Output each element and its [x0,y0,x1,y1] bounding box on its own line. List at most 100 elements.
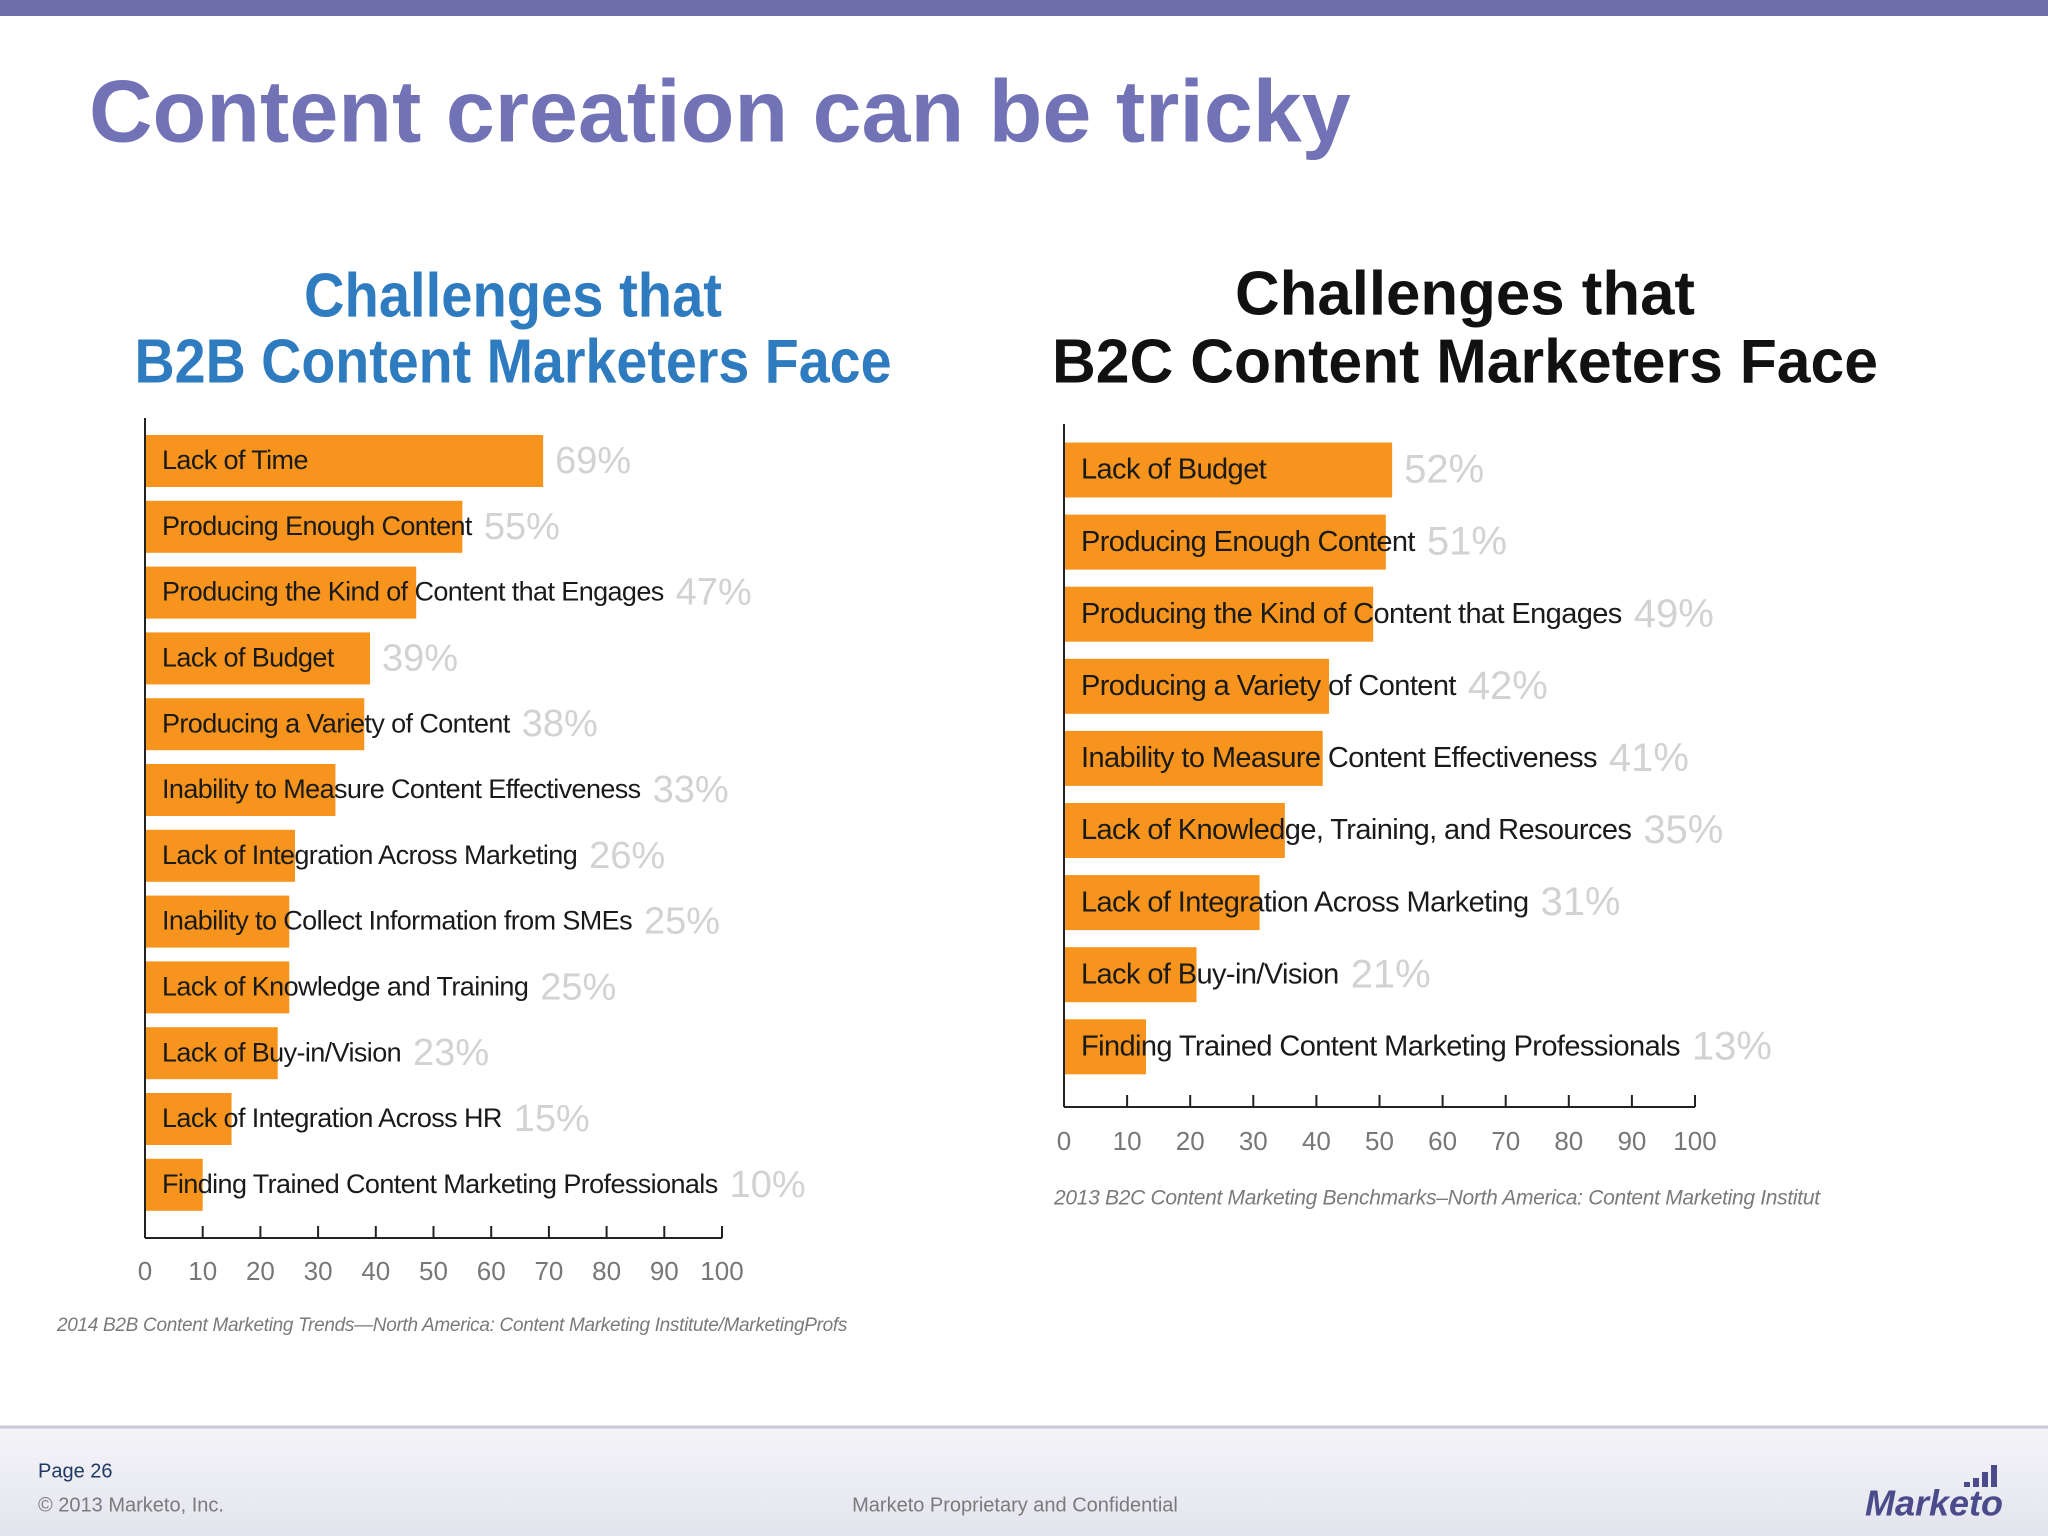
value-label: 23% [413,1032,489,1074]
bar [145,1027,278,1080]
category-label: Lack of Integration Across Marketing [1081,886,1528,918]
x-tick-label: 20 [1176,1126,1205,1156]
x-tick-label: 10 [1113,1126,1142,1156]
bar [1064,1019,1147,1075]
category-label: Lack of Buy-in/Vision [1081,958,1339,990]
value-label: 41% [1609,736,1689,780]
x-tick-label: 80 [592,1256,621,1286]
slide-title: Content creation can be tricky [89,61,1351,160]
logo-icon [1964,1465,1997,1487]
x-tick-label: 50 [1365,1126,1394,1156]
source-note: 2013 B2C Content Marketing Benchmarks–No… [1053,1187,1821,1210]
x-tick-label: 100 [700,1256,743,1286]
x-tick-label: 0 [138,1256,152,1286]
category-label: Lack of Integration Across Marketing [162,840,577,870]
confidential: Marketo Proprietary and Confidential [852,1494,1178,1516]
value-label: 55% [484,506,560,548]
value-label: 35% [1643,808,1723,852]
category-label: Producing a Variety of Content [1081,670,1456,702]
value-label: 69% [555,440,631,482]
bar [145,632,371,685]
value-label: 26% [589,835,665,877]
category-label: Producing the Kind of Content that Engag… [1081,598,1622,630]
x-tick-label: 30 [1239,1126,1268,1156]
category-label: Finding Trained Content Marketing Profes… [162,1169,718,1199]
bar [1064,875,1260,931]
bar [145,1158,203,1211]
bar [145,961,290,1014]
category-label: Producing Enough Content [162,511,473,541]
value-label: 25% [644,901,720,943]
bar [1064,803,1285,858]
chart-title: B2B Content Marketers Face [135,327,892,396]
category-label: Inability to Measure Content Effectivene… [1081,742,1597,774]
x-tick-label: 40 [1302,1126,1331,1156]
value-label: 49% [1634,592,1714,636]
bar [145,895,290,948]
value-label: 42% [1468,664,1548,708]
x-tick-label: 90 [1617,1126,1646,1156]
category-label: Inability to Collect Information from SM… [162,906,632,936]
bar [145,500,463,553]
category-label: Lack of Budget [162,643,335,673]
value-label: 31% [1540,880,1620,924]
bar [1064,586,1374,642]
x-tick-label: 60 [477,1256,506,1286]
category-label: Lack of Integration Across HR [162,1103,502,1133]
category-label: Lack of Budget [1081,454,1267,486]
bar [1064,947,1197,1003]
x-tick-label: 80 [1554,1126,1583,1156]
category-label: Lack of Time [162,445,308,475]
category-label: Finding Trained Content Marketing Profes… [1081,1030,1680,1062]
x-tick-label: 90 [650,1256,679,1286]
bar [145,435,544,487]
value-label: 15% [514,1098,590,1140]
bar [145,1093,232,1145]
value-label: 52% [1404,448,1484,492]
x-tick-label: 70 [1491,1126,1520,1156]
bar [1064,514,1386,570]
category-label: Producing Enough Content [1081,526,1415,558]
value-label: 25% [540,966,616,1008]
bar [145,698,365,751]
x-tick-label: 70 [534,1256,563,1286]
value-label: 51% [1427,520,1507,564]
bar [145,566,417,619]
value-label: 33% [653,769,729,811]
x-tick-label: 60 [1428,1126,1457,1156]
category-label: Lack of Buy-in/Vision [162,1037,401,1067]
chart-title: Challenges that [304,261,722,330]
value-label: 39% [382,637,458,679]
x-tick-label: 40 [361,1256,390,1286]
category-label: Inability to Measure Content Effectivene… [162,774,641,804]
copyright: © 2013 Marketo, Inc. [38,1494,224,1516]
x-tick-label: 100 [1673,1126,1716,1156]
footer-bg [0,1427,2048,1536]
x-tick-label: 20 [246,1256,275,1286]
value-label: 10% [730,1164,806,1206]
top-bar [0,0,2048,16]
chart-title: B2C Content Marketers Face [1052,327,1878,396]
category-label: Producing a Variety of Content [162,708,511,738]
source-note: 2014 B2B Content Marketing Trends—North … [56,1315,848,1336]
value-label: 13% [1692,1024,1772,1068]
logo: Marketo [1865,1483,2003,1524]
x-tick-label: 10 [188,1256,217,1286]
page-number: Page 26 [38,1460,113,1482]
value-label: 21% [1351,952,1431,996]
category-label: Lack of Knowledge and Training [162,972,528,1002]
value-label: 47% [676,572,752,614]
bar [1064,442,1393,498]
bar [1064,658,1330,714]
category-label: Lack of Knowledge, Training, and Resourc… [1081,814,1631,846]
x-tick-label: 0 [1057,1126,1071,1156]
x-tick-label: 30 [304,1256,333,1286]
bar [1064,730,1323,786]
bar [145,764,336,816]
bar [145,829,296,882]
x-tick-label: 50 [419,1256,448,1286]
value-label: 38% [522,703,598,745]
chart-title: Challenges that [1235,259,1695,328]
category-label: Producing the Kind of Content that Engag… [162,577,664,607]
